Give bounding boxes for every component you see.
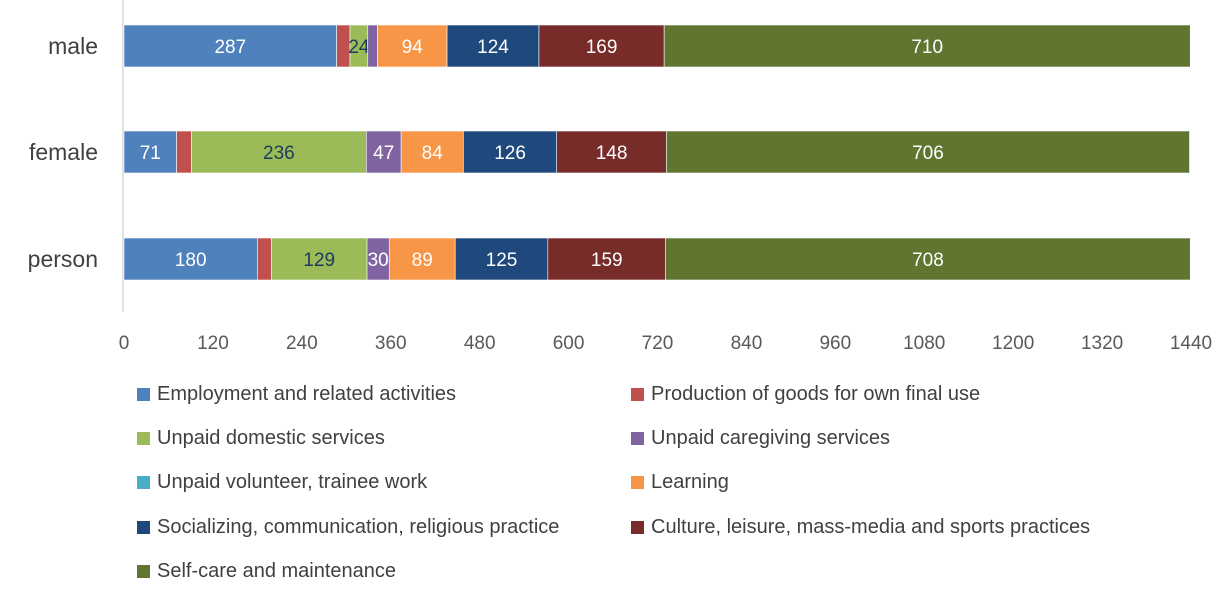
bar-segment-female-8 xyxy=(666,130,1190,174)
data-label-person-6: 125 xyxy=(486,250,518,271)
legend-swatch xyxy=(137,432,150,445)
bar-segment-person-1 xyxy=(257,237,272,281)
bar-segment-person-6 xyxy=(454,237,549,281)
data-label-female-2: 236 xyxy=(263,143,295,164)
data-label-male-5: 94 xyxy=(402,37,424,58)
x-tick-label: 840 xyxy=(731,333,763,354)
data-label-male-2: 24 xyxy=(348,37,370,58)
legend-label: Self-care and maintenance xyxy=(157,560,397,582)
legend-swatch xyxy=(631,432,644,445)
x-tick-label: 1320 xyxy=(1081,333,1123,354)
legend-label: Culture, leisure, mass-media and sports … xyxy=(651,516,1091,538)
legend-label: Unpaid caregiving services xyxy=(651,427,891,449)
x-tick-label: 0 xyxy=(119,333,130,354)
bar-segment-person-5 xyxy=(388,237,456,281)
data-label-person-8: 708 xyxy=(912,250,944,271)
data-label-female-3: 47 xyxy=(373,143,394,164)
data-label-person-7: 159 xyxy=(591,250,623,271)
stacked-bar-chart: male female person 0 120 240 360 480 600 720 840 96… xyxy=(28,0,1212,354)
bar-segment-female-7 xyxy=(556,130,667,174)
bar-segment-male-7 xyxy=(538,24,665,68)
legend-item-4: Unpaid volunteer, trainee work xyxy=(137,471,427,494)
legend-label: Socializing, communication, religious pr… xyxy=(157,516,560,538)
data-label-male-7: 169 xyxy=(586,37,618,58)
x-tick-label: 600 xyxy=(553,333,585,354)
bar-segment-female-1 xyxy=(176,130,192,174)
bar-segment-female-0 xyxy=(123,130,177,174)
legend-label: Learning xyxy=(651,471,729,493)
bar-segment-male-3 xyxy=(367,24,378,68)
bar-segment-person-2 xyxy=(271,237,368,281)
legend-label: Unpaid volunteer, trainee work xyxy=(157,471,428,493)
bar-segment-person-7 xyxy=(547,237,666,281)
data-label-female-0: 71 xyxy=(140,143,161,164)
data-label-person-0: 180 xyxy=(175,250,207,271)
data-label-person-2: 129 xyxy=(303,250,335,271)
data-label-female-5: 84 xyxy=(422,143,444,164)
legend-swatch xyxy=(137,476,150,489)
legend-swatch xyxy=(631,388,644,401)
bar-segment-person-0 xyxy=(123,237,258,281)
data-label-female-6: 126 xyxy=(494,143,526,164)
category-label-person: person xyxy=(28,246,98,272)
legend-item-1: Production of goods for own final use xyxy=(631,383,980,406)
data-label-person-5: 89 xyxy=(412,250,433,271)
x-tick-label: 360 xyxy=(375,333,407,354)
legend-swatch xyxy=(137,565,150,578)
legend-swatch xyxy=(137,521,150,534)
legend-label: Employment and related activities xyxy=(157,383,457,405)
bar-segment-female-5 xyxy=(400,130,464,174)
x-tick-label: 720 xyxy=(642,333,674,354)
legend-item-7: Culture, leisure, mass-media and sports … xyxy=(631,516,1090,539)
data-label-male-6: 124 xyxy=(477,37,509,58)
legend-label: Production of goods for own final use xyxy=(651,383,981,405)
legend-item-0: Employment and related activities xyxy=(137,383,456,406)
bar-segment-male-8 xyxy=(663,24,1191,68)
data-label-male-0: 287 xyxy=(214,37,246,58)
bar-segment-male-5 xyxy=(377,24,448,68)
x-tick-label: 1440 xyxy=(1170,333,1212,354)
legend-item-8: Self-care and maintenance xyxy=(137,560,396,583)
legend-item-6: Socializing, communication, religious pr… xyxy=(137,516,559,539)
bar-segment-female-6 xyxy=(463,130,558,174)
data-label-person-3: 30 xyxy=(368,250,389,271)
x-tick-label: 1080 xyxy=(903,333,945,354)
legend-label: Unpaid domestic services xyxy=(157,427,385,449)
legend-item-2: Unpaid domestic services xyxy=(137,427,385,450)
x-tick-label: 240 xyxy=(286,333,318,354)
legend-swatch xyxy=(137,388,150,401)
category-label-female: female xyxy=(29,139,98,165)
data-label-female-8: 706 xyxy=(912,143,944,164)
x-tick-label: 1200 xyxy=(992,333,1034,354)
bar-segment-male-0 xyxy=(123,24,337,68)
legend-item-3: Unpaid caregiving services xyxy=(631,427,890,450)
data-label-male-8: 710 xyxy=(911,37,943,58)
legend-swatch xyxy=(631,521,644,534)
data-label-female-7: 148 xyxy=(596,143,628,164)
legend-swatch xyxy=(631,476,644,489)
x-tick-label: 480 xyxy=(464,333,496,354)
bar-segment-male-6 xyxy=(446,24,540,68)
x-tick-label: 120 xyxy=(197,333,229,354)
bar-segment-person-8 xyxy=(665,237,1191,281)
x-tick-label: 960 xyxy=(819,333,851,354)
legend-item-5: Learning xyxy=(631,471,729,494)
category-label-male: male xyxy=(48,33,98,59)
